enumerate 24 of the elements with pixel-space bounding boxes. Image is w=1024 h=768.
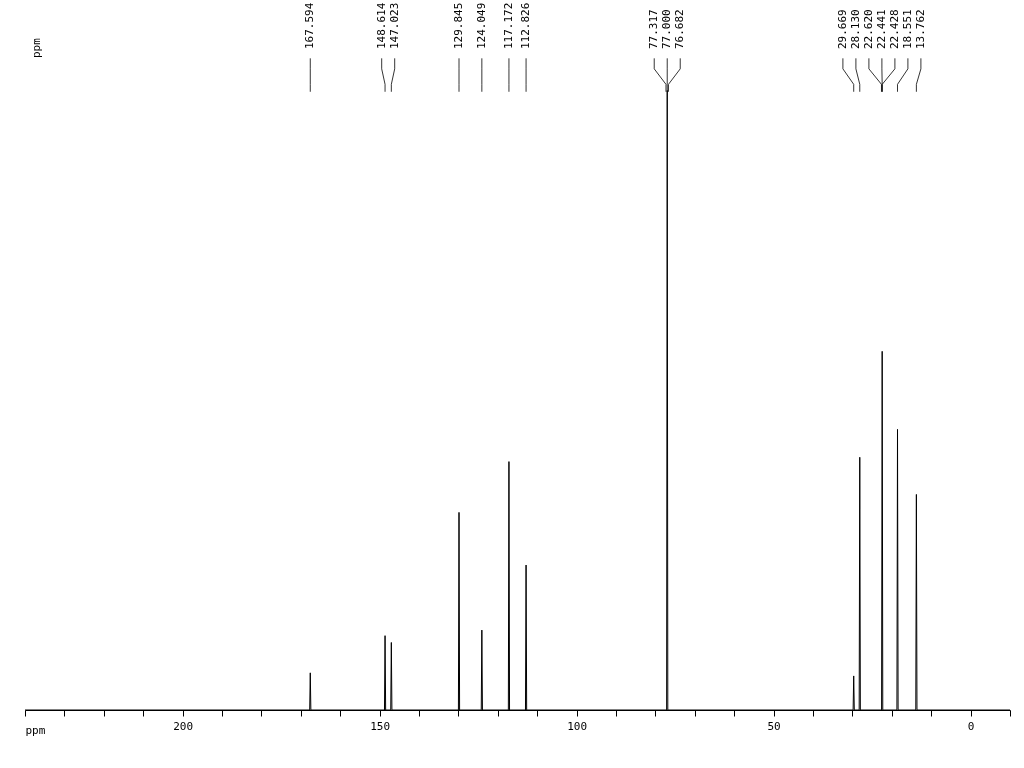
text: ppm bbox=[30, 37, 43, 58]
x-tick-label: 150 bbox=[370, 719, 391, 733]
x-tick-label: 200 bbox=[173, 719, 194, 733]
annotation: 18.551 bbox=[900, 9, 914, 50]
annotation: 28.130 bbox=[848, 9, 862, 50]
x-tick-label: 50 bbox=[767, 719, 781, 733]
annotation: 117.172 bbox=[501, 2, 515, 50]
annotation: 29.669 bbox=[835, 9, 849, 50]
annotation: 77.317 bbox=[647, 9, 661, 50]
annotation: 147.023 bbox=[387, 2, 401, 50]
annotation: 76.682 bbox=[673, 9, 687, 50]
x-axis-title: ppm bbox=[25, 723, 46, 737]
annotation: 22.620 bbox=[861, 9, 875, 50]
annotation: 129.845 bbox=[452, 2, 466, 50]
annotation: 13.762 bbox=[913, 9, 927, 50]
annotation: 22.428 bbox=[887, 9, 901, 50]
annotation: 124.049 bbox=[474, 2, 488, 50]
annotation: 148.614 bbox=[374, 2, 388, 50]
annotation: 22.441 bbox=[874, 9, 888, 50]
annotation: 167.594 bbox=[303, 2, 317, 50]
x-tick-label: 100 bbox=[567, 719, 588, 733]
annotation: 112.826 bbox=[519, 2, 533, 50]
x-tick-label: 0 bbox=[967, 719, 975, 733]
annotation: 77.000 bbox=[660, 9, 674, 50]
